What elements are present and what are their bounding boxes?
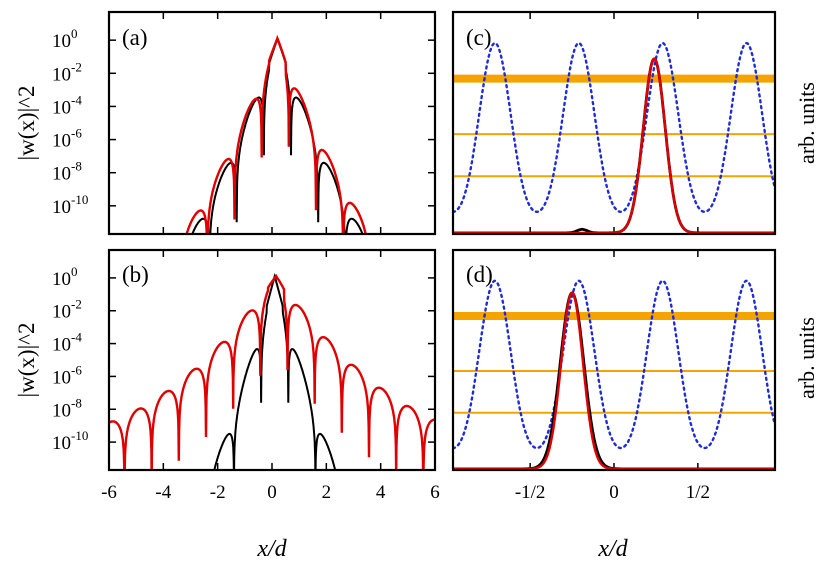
series-black bbox=[213, 272, 337, 470]
ylabel-arb-bottom: arb. units bbox=[794, 317, 819, 399]
ytick-exponent: -6 bbox=[71, 362, 82, 377]
xtick-label: 1/2 bbox=[686, 482, 710, 503]
ylabel: |w(x)|^2 bbox=[14, 323, 39, 398]
xtick-label: 6 bbox=[430, 482, 440, 503]
ytick-exponent: -2 bbox=[71, 297, 82, 312]
xlabel-left: x/d bbox=[256, 536, 287, 562]
ytick-exponent: -2 bbox=[71, 59, 82, 74]
potential-curve bbox=[453, 41, 775, 214]
ytick-exponent: -8 bbox=[71, 159, 82, 174]
xtick-label: -4 bbox=[155, 482, 171, 503]
panel-label-d: (d) bbox=[466, 262, 493, 287]
xlabel-right: x/d bbox=[597, 536, 628, 562]
ytick-exponent: 0 bbox=[71, 264, 78, 279]
panel-label-c: (c) bbox=[466, 25, 492, 50]
frame bbox=[451, 10, 777, 236]
frame bbox=[107, 10, 437, 236]
ytick-exponent: -4 bbox=[71, 330, 82, 345]
ytick-label: 10 bbox=[52, 302, 71, 323]
xtick-label: -6 bbox=[101, 482, 117, 503]
ylabel: |w(x)|^2 bbox=[14, 86, 39, 161]
xtick-label: 2 bbox=[322, 482, 332, 503]
xtick-label: 0 bbox=[267, 482, 277, 503]
ytick-label: 10 bbox=[52, 64, 71, 85]
ytick-label: 10 bbox=[52, 131, 71, 152]
ytick-exponent: -10 bbox=[71, 192, 88, 207]
ytick-label: 10 bbox=[52, 164, 71, 185]
ytick-exponent: -8 bbox=[71, 395, 82, 410]
ytick-label: 10 bbox=[52, 367, 71, 388]
ytick-label: 10 bbox=[52, 269, 71, 290]
frame bbox=[107, 248, 437, 472]
ytick-label: 10 bbox=[52, 31, 71, 52]
ylabel-arb-top: arb. units bbox=[794, 82, 819, 164]
ytick-label: 10 bbox=[52, 400, 71, 421]
series-red bbox=[453, 291, 775, 470]
ytick-label: 10 bbox=[52, 433, 71, 454]
series-red bbox=[109, 273, 435, 470]
panel-2 bbox=[451, 10, 777, 236]
xtick-label: -1/2 bbox=[515, 482, 546, 503]
ytick-exponent: 0 bbox=[71, 26, 78, 41]
panel-3: -1/2 0 1/2 bbox=[451, 248, 777, 503]
series-red bbox=[185, 34, 367, 234]
series-black bbox=[191, 35, 364, 234]
xtick-label: -2 bbox=[210, 482, 226, 503]
potential-curve bbox=[453, 279, 775, 450]
xtick-label: 4 bbox=[376, 482, 386, 503]
ytick-exponent: -4 bbox=[71, 92, 82, 107]
series-red bbox=[453, 57, 775, 234]
ytick-exponent: -6 bbox=[71, 126, 82, 141]
ytick-exponent: -10 bbox=[71, 428, 88, 443]
ytick-label: 10 bbox=[52, 335, 71, 356]
ytick-label: 10 bbox=[52, 197, 71, 218]
ytick-label: 10 bbox=[52, 97, 71, 118]
frame bbox=[451, 248, 777, 472]
panel-label-b: (b) bbox=[122, 262, 149, 287]
panel-label-a: (a) bbox=[122, 25, 148, 50]
xtick-label: 0 bbox=[609, 482, 619, 503]
